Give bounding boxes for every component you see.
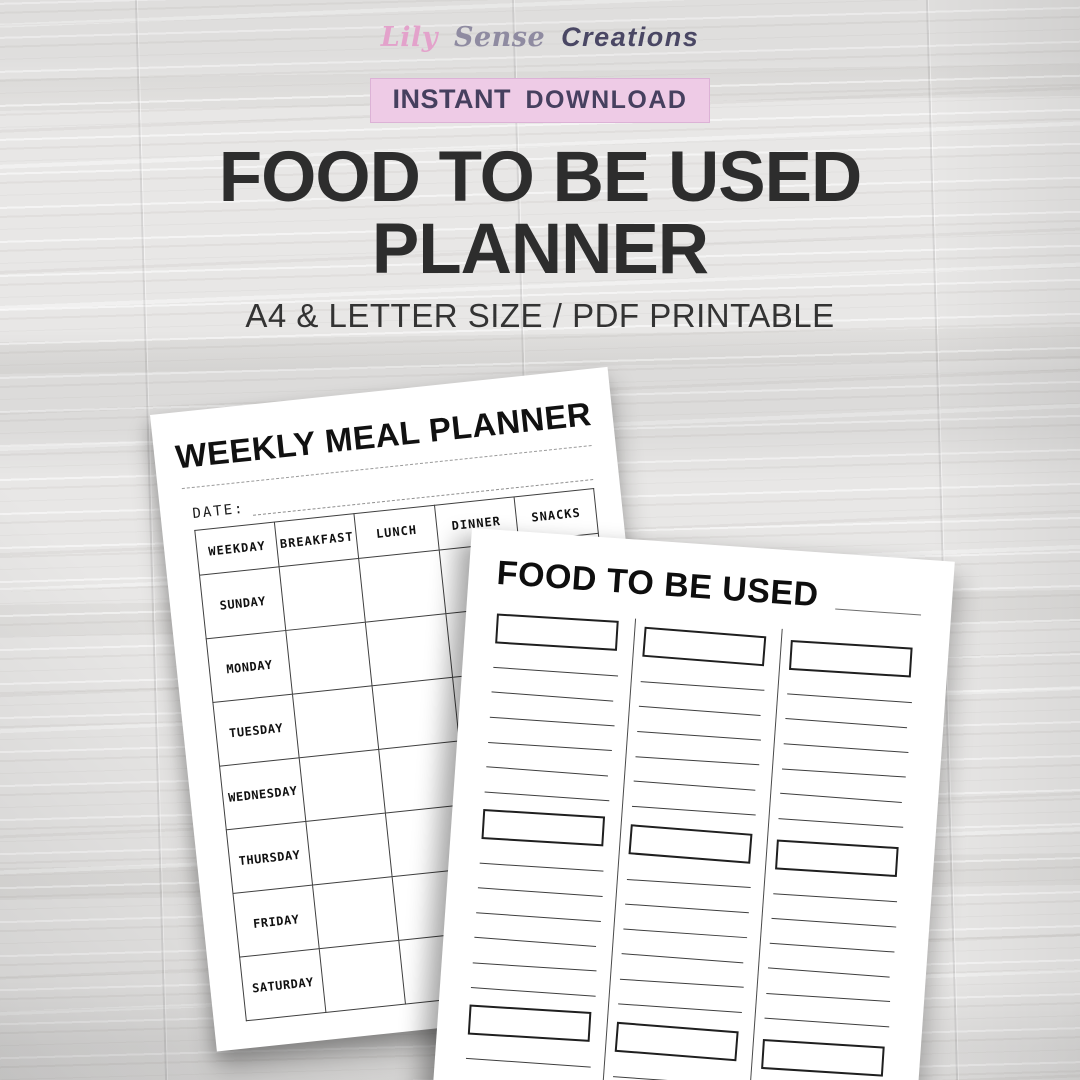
meal-cell [365,613,453,686]
meal-cell [292,685,380,758]
food-page-title: FOOD TO BE USED [495,553,820,615]
page-title: FOOD TO BE USED PLANNER [0,141,1080,290]
food-to-be-used-page: FOOD TO BE USED [423,528,955,1080]
badge-download-label: DOWNLOAD [525,86,688,114]
day-cell: THURSDAY [226,821,313,894]
day-cell: SATURDAY [239,948,327,1021]
logo-word-sense: Sense [453,22,546,53]
instant-download-badge: INSTANT DOWNLOAD [369,78,711,123]
page-subtitle: A4 & LETTER SIZE / PDF PRINTABLE [245,297,835,334]
title-line-2: PLANNER [371,210,709,290]
brand-logo: Lily Sense Creations [0,22,1080,53]
food-page-header: FOOD TO BE USED [496,554,924,623]
food-column [445,608,635,1080]
logo-word-lily: Lily [380,22,438,53]
badge-instant-label: INSTANT [392,84,512,114]
title-line-1: FOOD TO BE USED [218,138,862,217]
day-cell: MONDAY [206,630,293,703]
meal-cell [312,876,400,949]
date-label: DATE: [191,500,246,523]
meal-cell [319,940,406,1013]
header-write-line [835,608,922,616]
meal-cell [285,622,373,695]
logo-word-creations: Creations [561,22,700,52]
day-cell: SUNDAY [199,566,286,639]
meal-cell [299,749,386,822]
meal-cell [279,558,366,631]
day-cell: TUESDAY [212,694,300,767]
food-columns [445,608,930,1080]
meal-cell [372,677,459,750]
meal-cell [359,550,446,623]
day-cell: WEDNESDAY [219,757,307,830]
day-cell: FRIDAY [232,885,320,958]
meal-cell [306,813,393,886]
badge-row: INSTANT DOWNLOAD [0,78,1080,123]
